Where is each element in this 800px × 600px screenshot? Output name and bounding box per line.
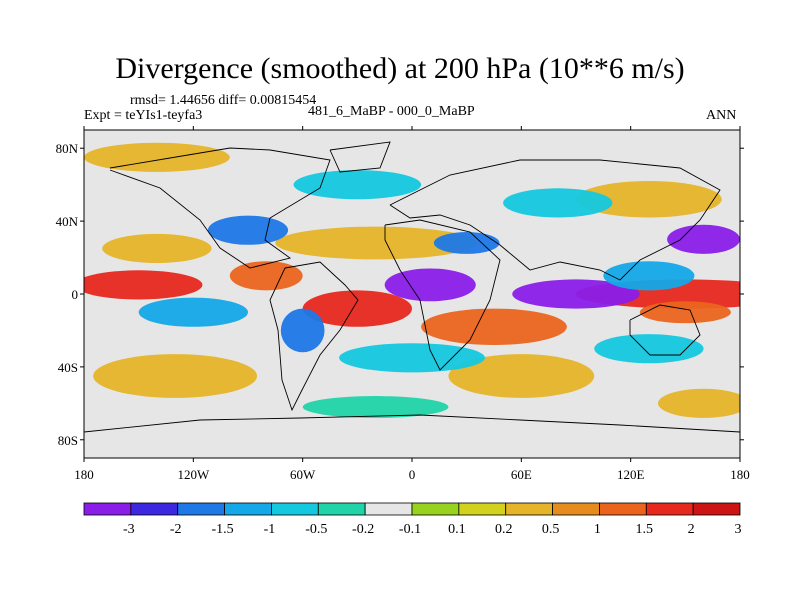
colorbar-label: 0.1	[448, 522, 466, 537]
colorbar-label: 1.5	[636, 522, 654, 537]
divergence-region	[280, 308, 325, 353]
divergence-region	[229, 261, 303, 291]
divergence-region	[302, 290, 413, 327]
colorbar-swatch	[599, 502, 647, 516]
lon-tick-label: 60E	[511, 467, 532, 482]
lon-tick-label: 120E	[617, 467, 645, 482]
coastline-africa	[384, 219, 501, 371]
divergence-region	[576, 181, 722, 218]
lat-tick-label: 80S	[58, 433, 78, 448]
colorbar-swatch	[224, 502, 272, 516]
divergence-region	[84, 142, 230, 172]
lon-tick-label: 120W	[177, 467, 210, 482]
divergence-region	[503, 188, 613, 218]
coastline-greenland	[329, 141, 391, 173]
colorbar-swatch	[505, 502, 553, 516]
divergence-region	[84, 270, 203, 300]
colorbar-swatch	[692, 502, 741, 516]
lat-tick-label: 80N	[56, 141, 79, 156]
experiment-label: Expt = teYIs1-teyfa3	[84, 108, 203, 123]
divergence-region	[102, 233, 212, 264]
lat-tick-label: 40S	[58, 360, 78, 375]
divergence-region	[421, 308, 567, 346]
divergence-region	[433, 232, 500, 254]
colorbar-label: 3	[735, 522, 742, 537]
divergence-region	[658, 388, 740, 418]
lon-tick-label: 0	[409, 467, 416, 482]
lon-tick-label: 180	[730, 467, 750, 482]
lat-tick-label: 0	[72, 287, 79, 302]
colorbar-swatch	[645, 502, 694, 516]
colorbar-label: -0.5	[305, 522, 327, 537]
divergence-region	[639, 301, 731, 324]
colorbar-label: -0.1	[399, 522, 421, 537]
case-label: 481_6_MaBP - 000_0_MaBP	[308, 104, 475, 119]
colorbar-swatch	[130, 502, 179, 516]
colorbar-swatch	[552, 502, 600, 516]
coastline-north-america	[109, 147, 331, 269]
colorbar-label: 1	[594, 522, 601, 537]
divergence-region	[93, 354, 258, 398]
colorbar-label: 2	[688, 522, 695, 537]
divergence-region	[302, 396, 449, 418]
coastline-australia	[629, 304, 701, 356]
colorbar-label: 0.5	[542, 522, 560, 537]
colorbar-label: -0.2	[352, 522, 374, 537]
colorbar-swatch	[83, 502, 132, 516]
rmsd-stats: rmsd= 1.44656 diff= 0.00815454	[130, 93, 317, 108]
colorbar-label: -3	[123, 522, 135, 537]
coastline-eurasia	[389, 159, 721, 281]
divergence-region	[448, 354, 595, 398]
colorbar-label: -2	[170, 522, 182, 537]
colorbar-swatch	[317, 502, 366, 516]
divergence-region	[207, 215, 289, 245]
colorbar-swatch	[177, 502, 225, 516]
colorbar-swatch	[458, 502, 507, 516]
divergence-region	[138, 297, 248, 327]
colorbar-swatch	[411, 502, 460, 516]
colorbar-label: 0.2	[495, 522, 513, 537]
colorbar-label: -1.5	[211, 522, 233, 537]
divergence-region	[293, 170, 422, 200]
colorbar-swatch	[271, 502, 319, 516]
continent-outlines	[84, 141, 740, 433]
map-title: Divergence (smoothed) at 200 hPa (10**6 …	[115, 52, 685, 85]
divergence-region	[339, 343, 485, 373]
divergence-region	[603, 261, 695, 291]
lat-tick-label: 40N	[56, 214, 79, 229]
divergence-region	[384, 268, 476, 302]
lon-tick-label: 60W	[290, 467, 316, 482]
colorbar-label: -1	[264, 522, 276, 537]
colorbar-swatch	[364, 502, 413, 516]
coastline-south-america	[269, 261, 359, 412]
lon-tick-label: 180	[74, 467, 94, 482]
divergence-region	[275, 226, 476, 260]
divergence-region	[594, 334, 704, 364]
coastline-antarctica	[84, 414, 740, 433]
divergence-region	[667, 224, 740, 254]
season-label: ANN	[706, 108, 737, 123]
divergence-region	[512, 279, 640, 309]
